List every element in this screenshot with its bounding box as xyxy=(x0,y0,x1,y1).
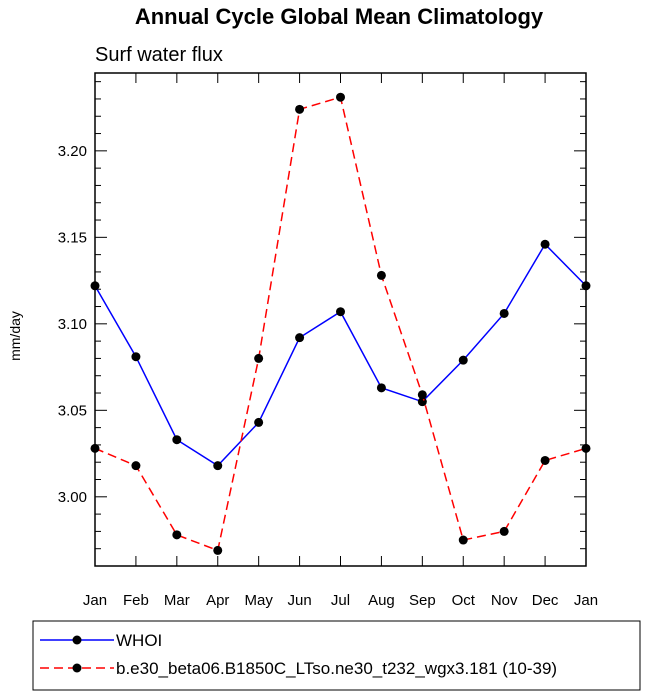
legend-label-model: b.e30_beta06.B1850C_LTso.ne30_t232_wgx3.… xyxy=(116,659,557,678)
data-point xyxy=(295,333,305,343)
x-tick-label: Sep xyxy=(409,592,436,609)
data-point xyxy=(254,417,264,427)
legend-label-whoi: WHOI xyxy=(116,631,162,650)
x-tick-label: Oct xyxy=(452,592,476,609)
x-tick-label: Aug xyxy=(368,592,395,609)
data-point xyxy=(499,308,509,318)
y-axis-label: mm/day xyxy=(7,311,23,361)
data-point xyxy=(172,530,182,540)
data-point xyxy=(376,383,386,393)
x-tick-label: Feb xyxy=(123,592,149,609)
data-point xyxy=(376,270,386,280)
data-point xyxy=(458,535,468,545)
series-lines xyxy=(90,92,591,555)
series-line-0 xyxy=(94,243,587,467)
y-tick-label: 3.10 xyxy=(58,316,87,333)
x-tick-labels: Jan Feb Mar Apr May Jun Jul Aug Sep Oct Nov Dec Jan xyxy=(83,592,598,609)
data-point xyxy=(540,239,550,249)
x-tick-label: Jan xyxy=(574,592,598,609)
data-point xyxy=(540,455,550,465)
y-tick-labels: 3.00 3.05 3.10 3.15 3.20 xyxy=(58,143,87,506)
data-point xyxy=(417,397,427,407)
x-tick-label: Mar xyxy=(164,592,190,609)
legend-item-whoi: WHOI xyxy=(40,631,162,650)
y-tick-label: 3.05 xyxy=(58,402,87,419)
x-tick-label: Apr xyxy=(206,592,229,609)
x-tick-label: Jul xyxy=(331,592,350,609)
data-point xyxy=(213,545,223,555)
chart-subtitle: Surf water flux xyxy=(95,44,223,66)
data-point xyxy=(213,461,223,471)
x-tick-label: Dec xyxy=(532,592,559,609)
y-tick-label: 3.20 xyxy=(58,143,87,160)
data-point xyxy=(131,352,141,362)
legend-marker-whoi xyxy=(72,635,82,645)
legend-box xyxy=(32,620,641,691)
data-point xyxy=(172,435,182,445)
data-point xyxy=(499,526,509,536)
y-tick-label: 3.15 xyxy=(58,229,87,246)
axis-ticks xyxy=(94,73,587,567)
x-tick-label: Jun xyxy=(287,592,311,609)
data-point xyxy=(295,104,305,114)
x-tick-label: Nov xyxy=(491,592,518,609)
legend: WHOI b.e30_beta06.B1850C_LTso.ne30_t232_… xyxy=(32,620,641,691)
x-tick-label: May xyxy=(244,592,273,609)
chart-title: Annual Cycle Global Mean Climatology xyxy=(135,4,544,29)
data-point xyxy=(336,307,345,317)
data-point xyxy=(458,355,468,365)
x-tick-label: Jan xyxy=(83,592,107,609)
legend-item-model: b.e30_beta06.B1850C_LTso.ne30_t232_wgx3.… xyxy=(40,659,557,678)
legend-marker-model xyxy=(72,663,82,673)
data-point xyxy=(336,92,345,102)
data-point xyxy=(417,390,427,400)
data-point xyxy=(131,461,141,471)
data-point xyxy=(254,353,264,363)
series-line-1 xyxy=(94,96,587,552)
y-tick-label: 3.00 xyxy=(58,489,87,506)
plot-frame xyxy=(94,72,587,567)
